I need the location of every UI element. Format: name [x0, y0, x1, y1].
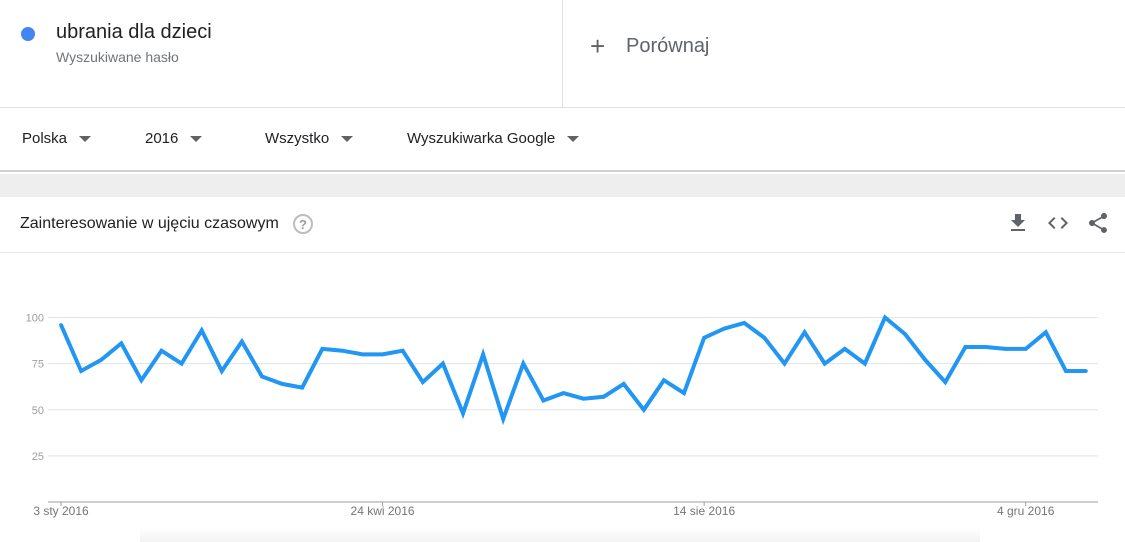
data-point[interactable]: [883, 315, 887, 320]
data-point[interactable]: [642, 407, 646, 412]
data-point[interactable]: [662, 378, 666, 383]
data-point[interactable]: [481, 352, 485, 357]
data-point[interactable]: [1064, 369, 1068, 373]
y-tick-label: 25: [32, 451, 44, 463]
x-tick-label: 24 kwi 2016: [351, 504, 415, 518]
data-point[interactable]: [219, 369, 224, 373]
x-tick-label: 4 gru 2016: [997, 504, 1055, 518]
x-tick-label: 3 sty 2016: [33, 504, 89, 518]
data-point[interactable]: [581, 396, 586, 401]
interest-line-chart: 100 75 50 25 3 sty 2016 24 kwi 2016 14 sie 201…: [26, 313, 1098, 518]
data-point[interactable]: [702, 335, 706, 340]
filter-category-dropdown[interactable]: Wszystko: [265, 130, 354, 147]
data-point[interactable]: [1044, 330, 1048, 335]
search-terms-bar: ubrania dla dzieci Wyszukiwane hasło + P…: [0, 0, 1125, 108]
data-point[interactable]: [420, 380, 425, 384]
search-term-card[interactable]: ubrania dla dzieci Wyszukiwane hasło: [0, 0, 563, 108]
embed-icon[interactable]: [1046, 211, 1070, 235]
data-point[interactable]: [501, 417, 505, 421]
term-subtitle: Wyszukiwane hasło: [56, 49, 179, 65]
data-point[interactable]: [943, 380, 948, 384]
data-point[interactable]: [983, 345, 988, 349]
card-header: Zainteresowanie w ujęciu czasowym ?: [0, 197, 1125, 253]
data-point[interactable]: [99, 358, 103, 362]
data-point[interactable]: [159, 348, 164, 353]
chevron-down-icon: [190, 135, 203, 142]
bottom-shadow: [140, 528, 980, 542]
data-point[interactable]: [139, 378, 144, 383]
data-point[interactable]: [561, 391, 566, 395]
y-tick-label: 50: [32, 405, 44, 417]
card-title: Zainteresowanie w ujęciu czasowym: [20, 215, 279, 232]
data-point[interactable]: [59, 323, 63, 327]
chevron-down-icon: [341, 135, 354, 142]
filter-label: Wyszukiwarka Google: [407, 130, 556, 147]
data-point[interactable]: [923, 358, 928, 362]
filter-label: 2016: [145, 130, 179, 147]
chevron-down-icon: [567, 135, 580, 142]
plus-icon: +: [590, 31, 606, 61]
data-point[interactable]: [621, 382, 626, 386]
data-point[interactable]: [742, 321, 747, 325]
data-point[interactable]: [541, 398, 546, 403]
data-point[interactable]: [1084, 369, 1088, 373]
data-point[interactable]: [199, 328, 204, 333]
data-point[interactable]: [79, 369, 83, 373]
download-icon[interactable]: [1006, 211, 1030, 235]
data-point[interactable]: [280, 382, 284, 386]
data-point[interactable]: [380, 352, 385, 357]
filter-region-dropdown[interactable]: Polska: [22, 130, 92, 147]
compare-button[interactable]: + Porównaj: [590, 32, 709, 60]
compare-label: Porównaj: [626, 34, 710, 57]
term-color-dot: [21, 27, 35, 41]
data-point[interactable]: [682, 391, 686, 395]
data-point[interactable]: [340, 348, 345, 353]
data-point[interactable]: [240, 339, 244, 344]
data-point[interactable]: [601, 395, 606, 399]
data-point[interactable]: [461, 411, 465, 416]
section-divider: [0, 174, 1125, 197]
x-tick-label: 14 sie 2016: [673, 504, 735, 518]
term-name: ubrania dla dzieci: [56, 21, 212, 43]
filter-time-dropdown[interactable]: 2016: [145, 130, 203, 147]
y-tick-label: 75: [32, 359, 44, 371]
data-point[interactable]: [300, 385, 304, 390]
data-point[interactable]: [822, 361, 827, 366]
filter-label: Wszystko: [265, 130, 330, 147]
data-point[interactable]: [1023, 347, 1028, 351]
interest-over-time-card: Zainteresowanie w ujęciu czasowym ? 100 7…: [0, 197, 1125, 542]
data-point[interactable]: [441, 361, 445, 366]
data-point[interactable]: [1003, 347, 1008, 351]
y-tick-label: 100: [26, 313, 44, 325]
share-icon[interactable]: [1086, 211, 1110, 235]
series-line[interactable]: [59, 314, 1086, 426]
data-point[interactable]: [260, 374, 264, 379]
help-icon[interactable]: ?: [293, 214, 313, 234]
chevron-down-icon: [79, 135, 92, 142]
data-point[interactable]: [802, 330, 807, 335]
data-point[interactable]: [119, 341, 124, 346]
data-point[interactable]: [863, 361, 867, 366]
data-point[interactable]: [320, 347, 325, 351]
data-point[interactable]: [762, 335, 767, 340]
filter-search-type-dropdown[interactable]: Wyszukiwarka Google: [407, 130, 580, 147]
data-point[interactable]: [843, 347, 847, 351]
filter-bar: Polska 2016 Wszystko Wyszukiwarka Google: [0, 108, 1125, 172]
data-point[interactable]: [722, 326, 727, 331]
data-point[interactable]: [400, 348, 405, 353]
data-point[interactable]: [179, 361, 184, 366]
data-point[interactable]: [903, 332, 907, 336]
filter-label: Polska: [22, 130, 68, 147]
data-point[interactable]: [963, 345, 968, 349]
data-point[interactable]: [782, 361, 787, 366]
data-point[interactable]: [360, 352, 365, 357]
data-point[interactable]: [521, 361, 526, 366]
